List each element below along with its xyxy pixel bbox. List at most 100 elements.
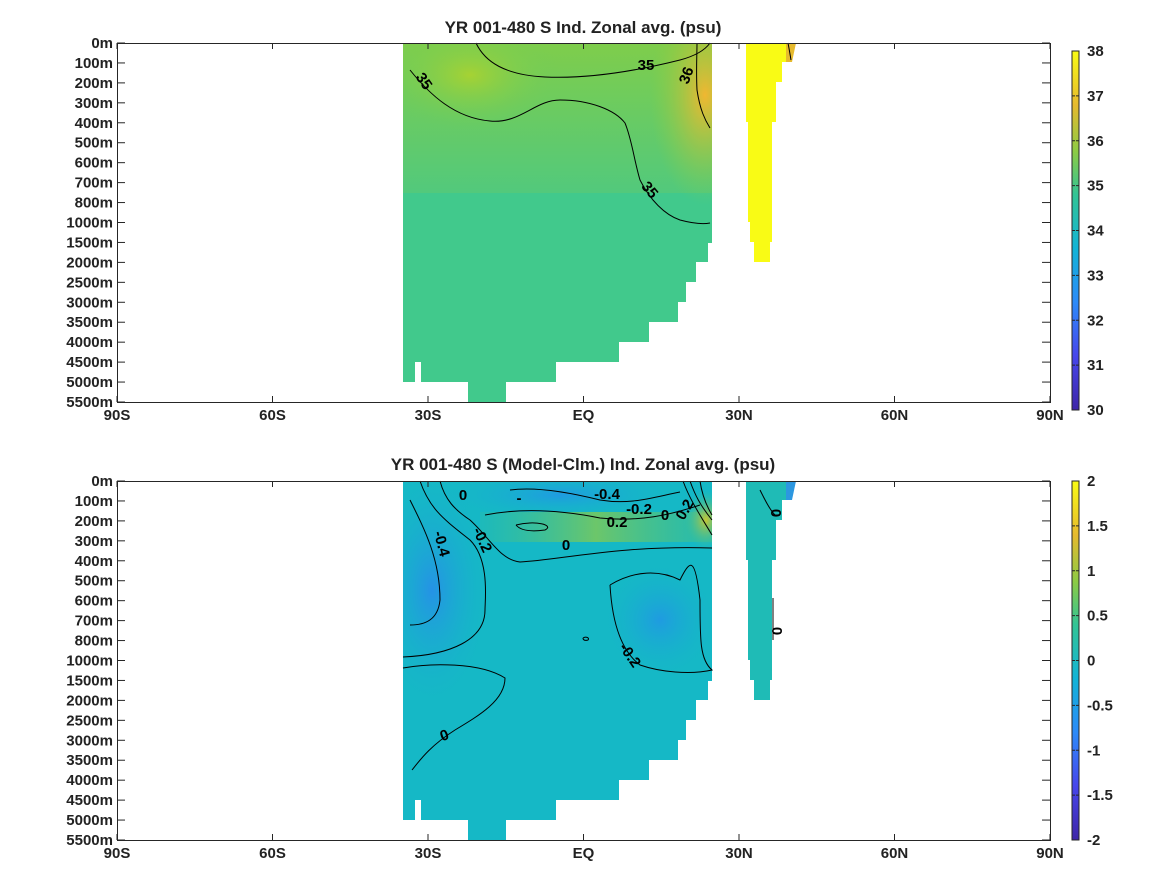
y-tick-label: 1500m <box>66 234 113 251</box>
y-tick-label: 1000m <box>66 653 113 670</box>
panel-1-contour-north-38 <box>787 42 792 61</box>
colorbar-tick-label: 0 <box>1087 653 1095 670</box>
y-tick-label: 600m <box>75 593 113 610</box>
x-tick-label: 60N <box>881 845 909 862</box>
panel-2-colorbar-ticks: -2 -1.5 -1 -0.5 0 0.5 1 1.5 2 <box>1072 473 1113 849</box>
y-tick-label: 400m <box>75 115 113 132</box>
panel-2-contour-label: 0.2 <box>607 514 628 531</box>
panel-2-contour-label: 0 <box>767 509 784 517</box>
panel-1-max-west <box>403 43 560 130</box>
panel-1-max-east <box>650 43 712 205</box>
panel-2-contour-label: 0 <box>459 487 467 504</box>
x-tick-label: 30N <box>725 407 753 424</box>
colorbar-tick-label: 37 <box>1087 88 1104 105</box>
y-tick-label: 3500m <box>66 752 113 769</box>
panel-2-contour-neg04-upper <box>509 488 681 503</box>
colorbar-tick-label: 0.5 <box>1087 608 1108 625</box>
colorbar-tick-label: 33 <box>1087 267 1104 284</box>
panel-2-field <box>403 481 712 840</box>
panel-2-contour-north <box>759 489 776 640</box>
panel-2-contour-label: 0 <box>562 537 570 554</box>
panel-2-contour-label: 0 <box>768 627 785 635</box>
panel-1-north-strip <box>746 43 792 262</box>
colorbar-tick-label: 30 <box>1087 402 1104 419</box>
x-tick-label: 90N <box>1036 407 1064 424</box>
y-tick-label: 2500m <box>66 274 113 291</box>
panel-1-x-axis: 90S 60S 30S EQ 30N 60N 90N <box>104 43 1064 424</box>
x-tick-label: 60S <box>259 845 286 862</box>
panel-2-title: YR 001-480 S (Model-Clm.) Ind. Zonal avg… <box>391 455 775 474</box>
y-tick-label: 5500m <box>66 394 113 411</box>
panel-1-colorbar-ticks: 30 31 32 33 34 35 36 37 38 <box>1072 43 1104 419</box>
x-tick-label: EQ <box>573 407 595 424</box>
panel-2-upper-low <box>440 481 680 520</box>
colorbar-tick-label: 2 <box>1087 473 1095 490</box>
y-tick-label: 500m <box>75 135 113 152</box>
x-tick-label: 90N <box>1036 845 1064 862</box>
panel-2-contour-label: -0.2 <box>626 501 652 518</box>
y-tick-label: 0m <box>91 473 113 490</box>
panel-2-contour-neg02-east <box>609 564 714 673</box>
panel-2-contour-02-b <box>515 522 548 532</box>
colorbar-tick-label: 32 <box>1087 312 1104 329</box>
x-tick-label: 90S <box>104 407 131 424</box>
panel-1: YR 001-480 S Ind. Zonal avg. (psu) 35 35… <box>66 18 1104 424</box>
y-tick-label: 500m <box>75 573 113 590</box>
panel-2-y-axis: 0m 100m 200m 300m 400m 500m 600m 700m 800m 1000m 1… <box>66 473 1050 849</box>
x-tick-label: 30S <box>415 407 442 424</box>
y-tick-label: 4500m <box>66 792 113 809</box>
colorbar-tick-label: -1 <box>1087 742 1100 759</box>
y-tick-label: 3000m <box>66 732 113 749</box>
panel-2-contour-label: -0.4 <box>594 486 621 503</box>
y-tick-label: 4500m <box>66 354 113 371</box>
x-tick-label: 30S <box>415 845 442 862</box>
y-tick-label: 200m <box>75 75 113 92</box>
y-tick-label: 5500m <box>66 832 113 849</box>
x-tick-label: 90S <box>104 845 131 862</box>
panel-1-contour-36 <box>696 42 711 129</box>
panel-1-contour-label: 35 <box>412 70 435 93</box>
panel-2-contour-label: 0 <box>661 507 669 524</box>
panel-2-contour-0-west <box>439 480 713 563</box>
x-tick-label: 30N <box>725 845 753 862</box>
colorbar-tick-label: 35 <box>1087 178 1104 195</box>
colorbar-tick-label: 38 <box>1087 43 1104 60</box>
y-tick-label: 2000m <box>66 692 113 709</box>
y-tick-label: 0m <box>91 35 113 52</box>
colorbar-tick-label: 1 <box>1087 563 1095 580</box>
panel-2-contour-small <box>582 636 589 641</box>
panel-2-hot-spot <box>684 490 712 550</box>
x-tick-label: 60S <box>259 407 286 424</box>
panel-2-contour-neg02-west <box>402 480 487 658</box>
panel-1-contour-35-upper <box>409 69 711 225</box>
y-tick-label: 600m <box>75 155 113 172</box>
panel-1-contour-label: 35 <box>638 57 655 74</box>
panel-1-y-axis: 0m 100m 200m 300m 400m 500m 600m 700m 800m 1000m 1… <box>66 35 1050 411</box>
panel-2-contour-neg04-west <box>409 499 441 626</box>
panel-2: YR 001-480 S (Model-Clm.) Ind. Zonal avg… <box>66 455 1113 862</box>
colorbar-tick-label: 31 <box>1087 357 1104 374</box>
panel-1-contours <box>409 42 792 225</box>
y-tick-label: 100m <box>75 55 113 72</box>
panel-1-field <box>403 43 712 402</box>
y-tick-label: 1000m <box>66 215 113 232</box>
y-tick-label: 5000m <box>66 812 113 829</box>
panel-2-contours <box>402 480 776 771</box>
panel-1-contour-35-cap <box>475 42 711 78</box>
panel-2-x-axis: 90S 60S 30S EQ 30N 60N 90N <box>104 481 1064 862</box>
panel-2-mid-low <box>600 560 712 680</box>
x-tick-label: EQ <box>573 845 595 862</box>
colorbar-tick-label: -0.5 <box>1087 697 1113 714</box>
colorbar-tick-label: -2 <box>1087 832 1100 849</box>
y-tick-label: 100m <box>75 493 113 510</box>
y-tick-label: 400m <box>75 553 113 570</box>
colorbar-tick-label: 1.5 <box>1087 518 1108 535</box>
panel-2-contour-02 <box>484 504 701 520</box>
y-tick-label: 4000m <box>66 772 113 789</box>
y-tick-label: 300m <box>75 95 113 112</box>
y-tick-label: 700m <box>75 175 113 192</box>
panel-2-contour-label: - <box>517 490 522 507</box>
panel-2-contour-0-deep <box>402 664 506 771</box>
y-tick-label: 1500m <box>66 672 113 689</box>
y-tick-label: 2500m <box>66 712 113 729</box>
